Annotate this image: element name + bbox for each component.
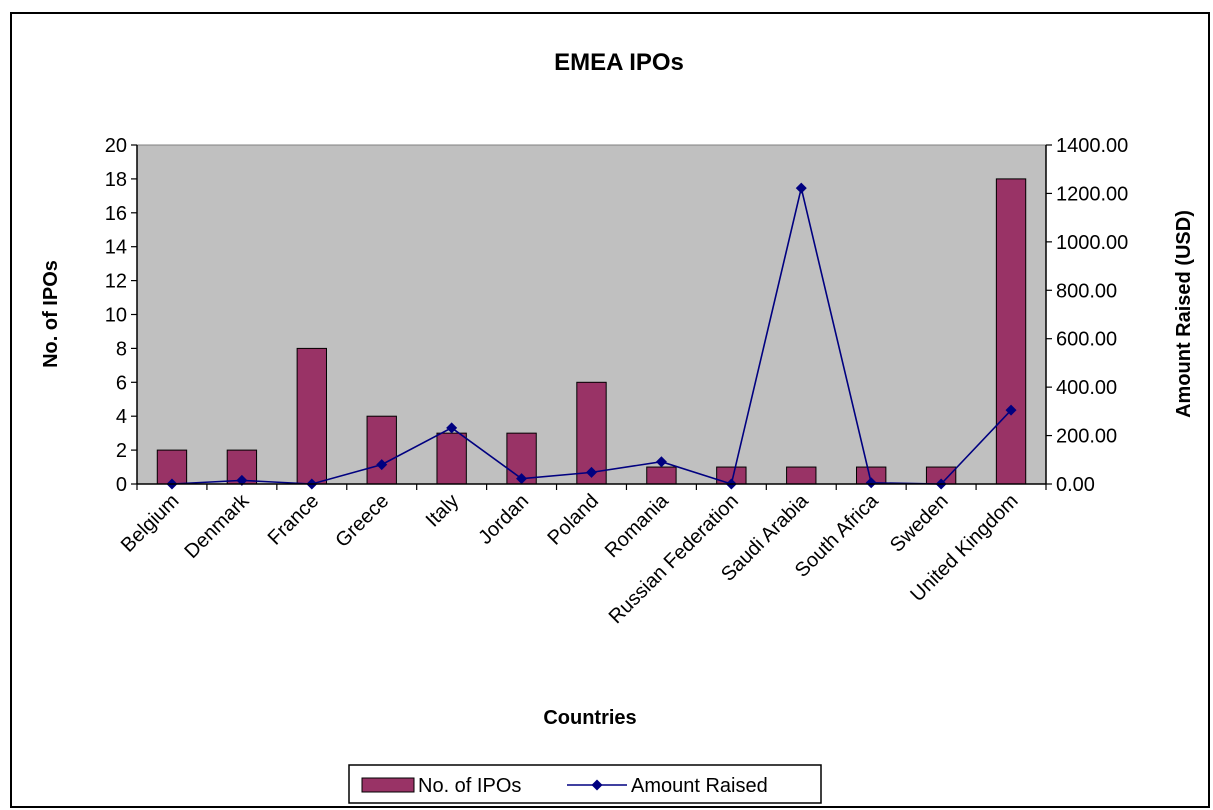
y-axis-title: No. of IPOs (40, 260, 62, 368)
x-tick-label: Sweden (886, 490, 953, 557)
marker-denmark (236, 474, 248, 486)
x-tick-label: Greece (331, 490, 393, 552)
marker-poland (586, 466, 597, 478)
x-tick-label: France (264, 490, 324, 550)
x-tick-label: Jordan (474, 490, 533, 549)
bar-greece (366, 415, 397, 485)
right-tick-label: 200.00 (1056, 426, 1117, 448)
right-axis-ticks: 0.00 200.00 400.00 600.00 800.00 1000.00 1200.… (1046, 135, 1128, 496)
x-tick-label: Romania (601, 489, 674, 562)
left-tick-label: 16 (105, 203, 127, 225)
left-tick-label: 20 (105, 135, 127, 157)
legend-label-amount: Amount Raised (631, 775, 768, 797)
left-tick-label: 4 (116, 406, 127, 428)
x-tick-label: Belgium (117, 490, 184, 557)
x-tick-label: Russian Federation (605, 490, 743, 628)
marker-romania (655, 456, 667, 468)
left-tick-label: 8 (116, 338, 127, 360)
marker-united-kingdom (1005, 404, 1017, 416)
legend-label-ipos: No. of IPOs (418, 775, 521, 797)
legend-bar-swatch (361, 777, 415, 793)
bar-series (156, 178, 1027, 485)
x-tick-label: Denmark (180, 489, 254, 563)
bar-united-kingdom (995, 178, 1027, 485)
left-tick-label: 14 (105, 237, 127, 259)
right-tick-label: 400.00 (1056, 377, 1117, 399)
bar-saudi-arabia (786, 466, 817, 485)
right-tick-label: 0.00 (1056, 474, 1095, 496)
x-tick-label: Italy (422, 490, 463, 531)
legend: No. of IPOs Amount Raised (348, 764, 822, 804)
x-tick-label: Poland (543, 490, 603, 550)
marker-italy (446, 422, 458, 434)
left-tick-label: 18 (105, 169, 127, 191)
right-tick-label: 600.00 (1056, 329, 1117, 351)
marker-south-africa (865, 477, 877, 489)
legend-box (348, 764, 822, 804)
right-tick-label: 1000.00 (1056, 232, 1128, 254)
marker-greece (376, 459, 388, 471)
right-tick-label: 1200.00 (1056, 183, 1128, 205)
right-tick-label: 1400.00 (1056, 135, 1128, 157)
left-tick-label: 0 (116, 474, 127, 496)
left-tick-label: 2 (116, 440, 127, 462)
legend-marker (591, 779, 603, 791)
chart-title: EMEA IPOs (554, 49, 684, 76)
right-tick-label: 800.00 (1056, 280, 1117, 302)
left-tick-label: 6 (116, 372, 127, 394)
left-tick-label: 12 (105, 271, 127, 293)
x-axis-title: Countries (543, 707, 636, 729)
bar-italy (436, 432, 467, 485)
marker-jordan (516, 473, 528, 485)
left-axis-ticks: 0 2 4 6 8 10 12 14 16 18 20 (105, 135, 137, 496)
bar-france (296, 347, 327, 485)
marker-saudi-arabia (795, 182, 807, 194)
left-tick-label: 10 (105, 305, 127, 327)
bar-romania (646, 466, 677, 485)
y2-axis-title: Amount Raised (USD) (1173, 210, 1195, 418)
